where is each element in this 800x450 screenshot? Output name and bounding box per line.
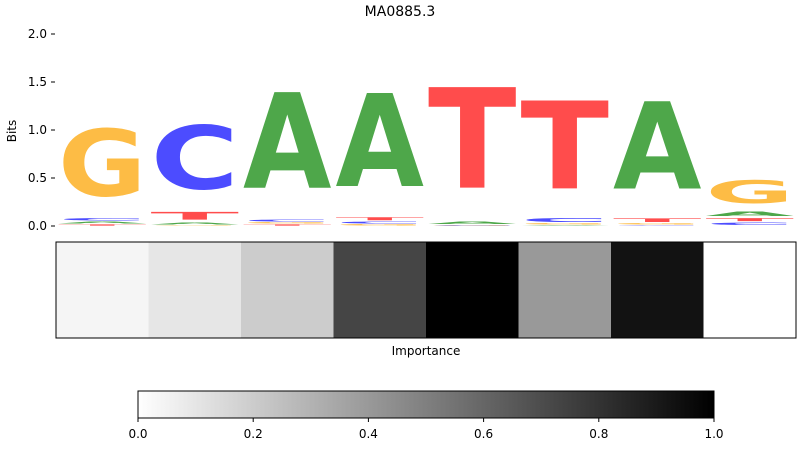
importance-cell (703, 242, 797, 338)
logo-letter-t-pos7: T (613, 217, 702, 223)
logo-letter-t-pos5: T (428, 60, 516, 221)
importance-panel: Importance (55, 241, 797, 358)
colorbar-tick-label: 0.2 (244, 427, 263, 441)
importance-cell (426, 242, 519, 338)
logo-letter-c-pos6: C (521, 217, 609, 223)
colorbar-ticks: 0.0 0.2 0.4 0.6 0.8 1.0 (128, 418, 724, 441)
logo-letter-g-pos8: G (706, 174, 794, 211)
logo-letter-a-pos2: A (151, 222, 240, 225)
logo-letter-a-pos4: A (336, 68, 424, 216)
logo-letter-t-pos6: T (521, 77, 609, 218)
y-tick-label: 0.0 (28, 219, 47, 233)
importance-cell (148, 242, 242, 338)
y-tick-label: 1.5 (28, 75, 47, 89)
importance-cells (56, 242, 797, 338)
importance-label: Importance (392, 344, 461, 358)
logo-letter-g-pos2: G (151, 225, 239, 226)
logo-letter-t-pos1: T (58, 224, 147, 226)
importance-cell (518, 242, 612, 338)
colorbar-tick-label: 0.0 (128, 427, 147, 441)
logo-letter-a-pos1: A (58, 221, 147, 224)
logo-letter-a-pos7: A (613, 77, 702, 217)
logo-letter-t-pos3: T (243, 224, 332, 226)
y-tick-label: 2.0 (28, 27, 47, 41)
colorbar-tick-label: 0.6 (474, 427, 493, 441)
logo-letter-c-pos3: C (243, 219, 331, 222)
colorbar-tick-label: 0.4 (359, 427, 378, 441)
logo-letter-c-pos1: C (58, 217, 146, 221)
logo-letter-g-pos5: G (428, 225, 516, 226)
y-axis-label: Bits (5, 120, 19, 143)
logo-letter-c-pos4: C (336, 221, 424, 224)
logo-letter-t-pos4: T (336, 216, 425, 221)
logo-letter-c-pos7: C (613, 225, 701, 226)
y-axis-ticks: 0.0 0.5 1.0 1.5 2.0 (28, 27, 55, 233)
logo-panel: MA0885.3 Bits 0.00.51.01.52.0 TACGGATCTG… (5, 4, 795, 233)
logo-letter-t-pos8: T (706, 217, 795, 222)
logo-letter-a-pos6: A (521, 225, 610, 226)
logo-letter-c-pos2: C (151, 108, 239, 210)
logo-letter-g-pos7: G (613, 223, 701, 225)
logo-letter-a-pos5: A (428, 221, 517, 225)
logo-letter-c-pos8: C (706, 222, 794, 226)
logo-letter-a-pos8: A (706, 211, 795, 218)
logo-letter-g-pos1: G (58, 110, 146, 217)
importance-cell (241, 242, 334, 338)
importance-cell (56, 242, 149, 338)
logo-letter-g-pos3: G (243, 222, 331, 224)
importance-cell (611, 242, 704, 338)
y-tick-label: 0.5 (28, 171, 47, 185)
logo-letter-g-pos4: G (336, 224, 424, 226)
importance-cell (333, 242, 427, 338)
logo-letter-a-pos3: A (243, 67, 331, 220)
importance-frame (55, 241, 797, 339)
chart-title: MA0885.3 (365, 4, 436, 20)
colorbar-tick-label: 0.8 (589, 427, 608, 441)
y-tick-label: 1.0 (28, 123, 47, 137)
colorbar-gradient (137, 390, 715, 419)
colorbar: 0.0 0.2 0.4 0.6 0.8 1.0 (128, 390, 724, 441)
logo-letter-t-pos2: T (151, 210, 240, 222)
colorbar-tick-label: 1.0 (704, 427, 723, 441)
logo-letter-g-pos6: G (521, 223, 609, 225)
